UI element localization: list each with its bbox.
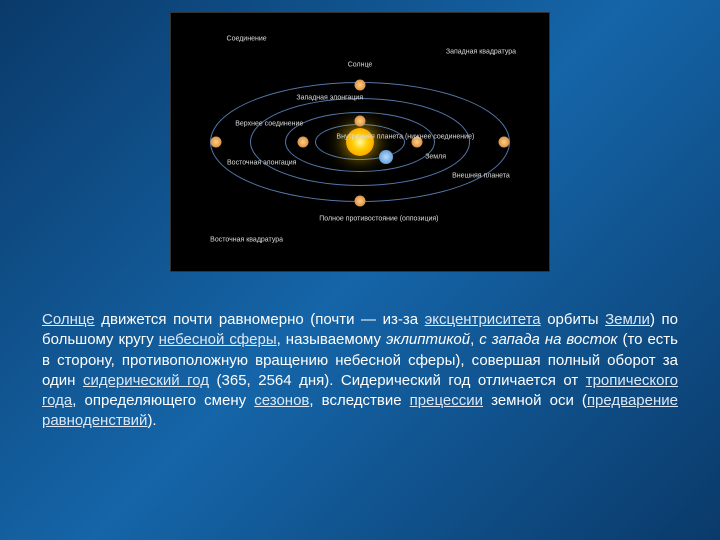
- label-vost-elong: Восточная элонгация: [227, 159, 296, 166]
- text-10: земной оси (: [483, 392, 587, 409]
- planet-upper-conj: [355, 116, 366, 127]
- label-solntse: Солнце: [348, 61, 373, 68]
- link-earth: Земли: [605, 311, 650, 328]
- text-5: ,: [470, 331, 479, 348]
- text-9: , вследствие: [309, 392, 409, 409]
- text-8: , определяющего смену: [72, 392, 254, 409]
- orbit-diagram: Соединение Солнце Западная квадратура За…: [170, 12, 550, 272]
- label-protivost: Полное противостояние (оппозиция): [319, 216, 438, 223]
- planet-top: [355, 80, 366, 91]
- link-eccentricity: эксцентриситета: [425, 311, 541, 328]
- label-zemlya: Земля: [425, 154, 446, 161]
- label-vnesh-planeta: Внешняя планета: [452, 172, 510, 179]
- text-2: орбиты: [541, 311, 605, 328]
- link-precession: прецессии: [410, 392, 483, 409]
- label-vost-kvad: Восточная квадратура: [210, 237, 283, 244]
- link-year: года: [42, 392, 72, 409]
- label-vnutr: Внутренняя планета (нижнее соединение): [336, 133, 474, 140]
- link-seasons: сезонов: [254, 392, 309, 409]
- text-4: , называемому: [277, 331, 386, 348]
- text-7: (365, 2564 дня). Сидерический год отлича…: [209, 372, 586, 389]
- link-sidereal-year: сидерический год: [83, 372, 209, 389]
- planet-west-quad: [211, 137, 222, 148]
- sun-dot: [346, 128, 374, 156]
- italic-ecliptic: эклиптикой: [386, 331, 470, 348]
- earth-dot: [379, 150, 393, 164]
- main-paragraph: Солнце движется почти равномерно (почти …: [42, 310, 678, 432]
- label-zap-elong: Западная элонгация: [296, 95, 363, 102]
- label-verkh-soed: Верхнее соединение: [235, 120, 303, 127]
- planet-opposition: [355, 196, 366, 207]
- text-11: ).: [147, 412, 156, 429]
- planet-east-quad: [498, 137, 509, 148]
- planet-left-inner: [298, 137, 309, 148]
- italic-direction: с запада на восток: [479, 331, 617, 348]
- link-celestial-sphere: небесной сферы: [159, 331, 277, 348]
- link-tropical: тропического: [586, 372, 678, 389]
- text-1: движется почти равномерно (почти — из-за: [95, 311, 425, 328]
- link-sun: Солнце: [42, 311, 95, 328]
- label-zap-kvad: Западная квадратура: [446, 48, 516, 55]
- label-soedinenie: Соединение: [227, 35, 267, 42]
